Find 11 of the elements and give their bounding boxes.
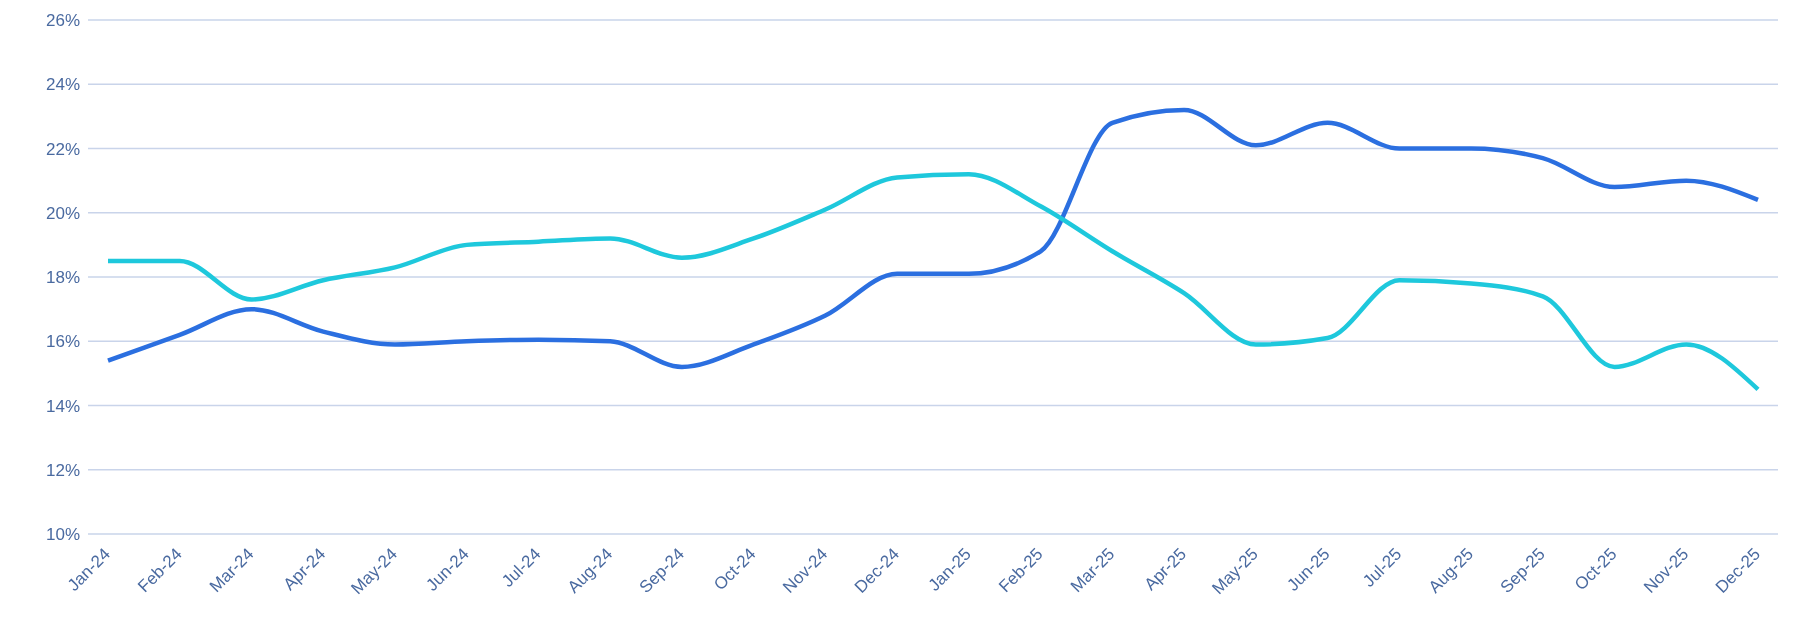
line-series [105,107,1761,370]
y-tick-label: 24% [45,75,80,95]
line-series [105,171,1761,392]
y-tick-label: 10% [45,525,80,545]
y-tick-label: 18% [45,268,80,288]
y-tick-label: 14% [45,396,80,416]
y-tick-label: 16% [45,332,80,352]
y-tick-label: 20% [45,203,80,223]
y-tick-label: 12% [45,460,80,480]
y-tick-label: 26% [45,11,80,31]
y-tick-label: 22% [45,139,80,159]
